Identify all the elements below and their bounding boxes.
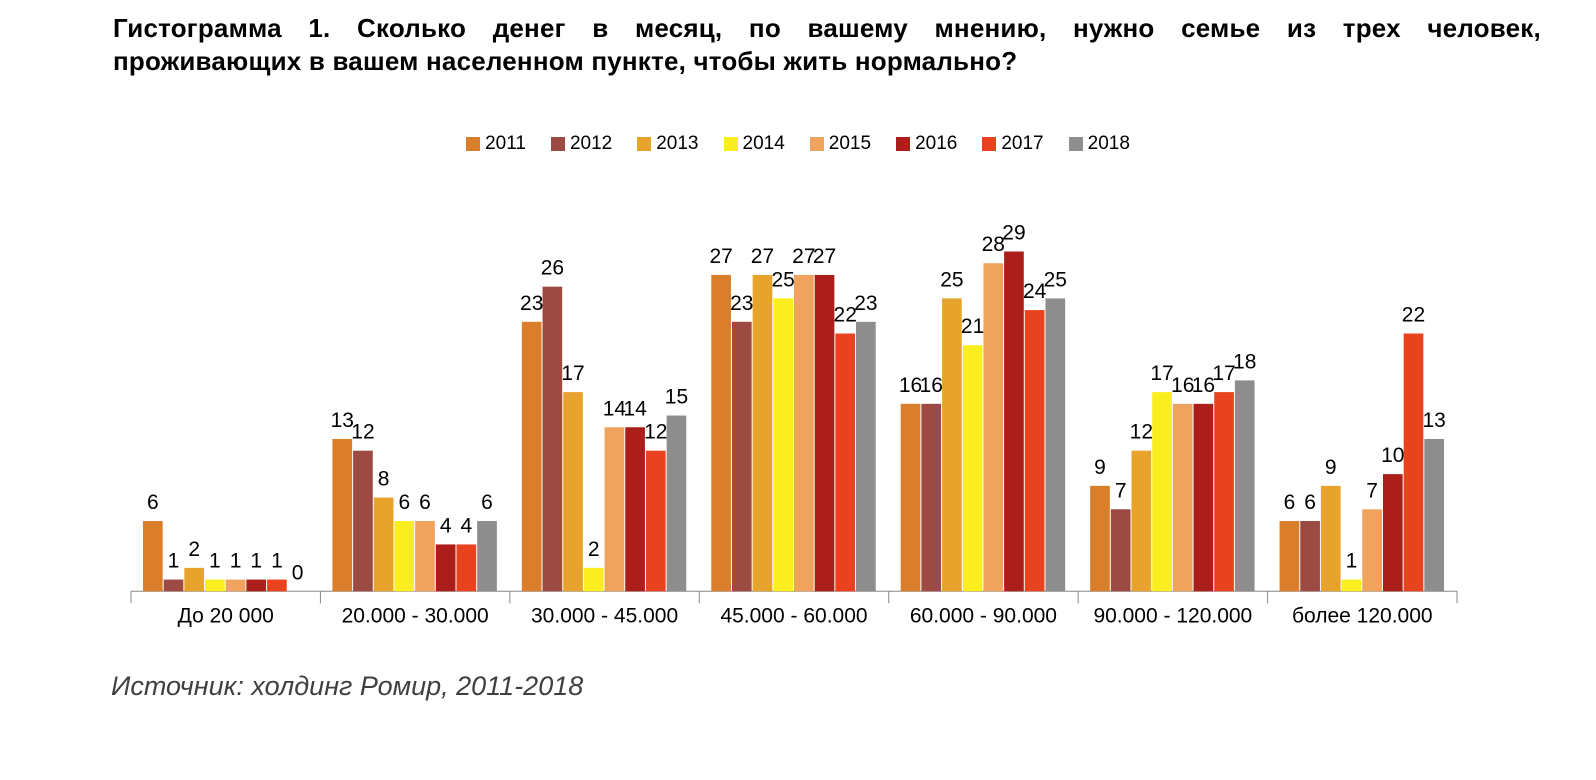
svg-text:23: 23 [520, 292, 543, 315]
svg-text:До 20 000: До 20 000 [178, 604, 274, 627]
svg-text:12: 12 [351, 421, 374, 444]
svg-text:27: 27 [751, 245, 774, 268]
svg-text:10: 10 [1381, 444, 1404, 467]
svg-text:30.000 - 45.000: 30.000 - 45.000 [531, 604, 678, 627]
svg-text:2: 2 [188, 538, 200, 561]
svg-text:22: 22 [1402, 304, 1425, 327]
svg-text:12: 12 [1130, 421, 1153, 444]
svg-text:более 120.000: более 120.000 [1292, 604, 1433, 627]
svg-text:8: 8 [378, 468, 390, 491]
svg-text:6: 6 [147, 491, 159, 514]
svg-text:23: 23 [730, 292, 753, 315]
svg-text:13: 13 [1422, 409, 1445, 432]
svg-text:9: 9 [1325, 456, 1337, 479]
svg-text:1: 1 [209, 550, 221, 573]
svg-text:1: 1 [250, 550, 262, 573]
svg-text:6: 6 [1284, 491, 1296, 514]
svg-text:2: 2 [588, 538, 600, 561]
svg-text:26: 26 [541, 257, 564, 280]
svg-text:25: 25 [1044, 268, 1067, 291]
svg-text:6: 6 [481, 491, 493, 514]
svg-text:6: 6 [398, 491, 410, 514]
svg-text:21: 21 [961, 315, 984, 338]
svg-text:4: 4 [440, 514, 452, 537]
svg-text:20.000 - 30.000: 20.000 - 30.000 [342, 604, 489, 627]
svg-text:1: 1 [1346, 550, 1358, 573]
svg-text:6: 6 [419, 491, 431, 514]
svg-text:12: 12 [644, 421, 667, 444]
svg-text:1: 1 [168, 550, 180, 573]
svg-text:9: 9 [1094, 456, 1106, 479]
svg-text:90.000 - 120.000: 90.000 - 120.000 [1093, 604, 1252, 627]
svg-text:16: 16 [920, 374, 943, 397]
svg-text:7: 7 [1115, 479, 1127, 502]
svg-text:27: 27 [813, 245, 836, 268]
svg-text:15: 15 [665, 386, 688, 409]
svg-text:1: 1 [230, 550, 242, 573]
svg-text:25: 25 [940, 268, 963, 291]
svg-text:14: 14 [623, 397, 647, 420]
svg-text:60.000 - 90.000: 60.000 - 90.000 [910, 604, 1057, 627]
svg-text:6: 6 [1304, 491, 1316, 514]
svg-text:1: 1 [271, 550, 283, 573]
svg-text:23: 23 [854, 292, 877, 315]
svg-text:29: 29 [1002, 222, 1025, 245]
svg-text:17: 17 [561, 362, 584, 385]
svg-text:4: 4 [460, 514, 472, 537]
svg-text:27: 27 [709, 245, 732, 268]
svg-text:25: 25 [771, 268, 794, 291]
svg-text:18: 18 [1233, 350, 1256, 373]
svg-text:45.000 - 60.000: 45.000 - 60.000 [720, 604, 867, 627]
svg-text:0: 0 [292, 561, 304, 584]
svg-text:7: 7 [1366, 479, 1378, 502]
